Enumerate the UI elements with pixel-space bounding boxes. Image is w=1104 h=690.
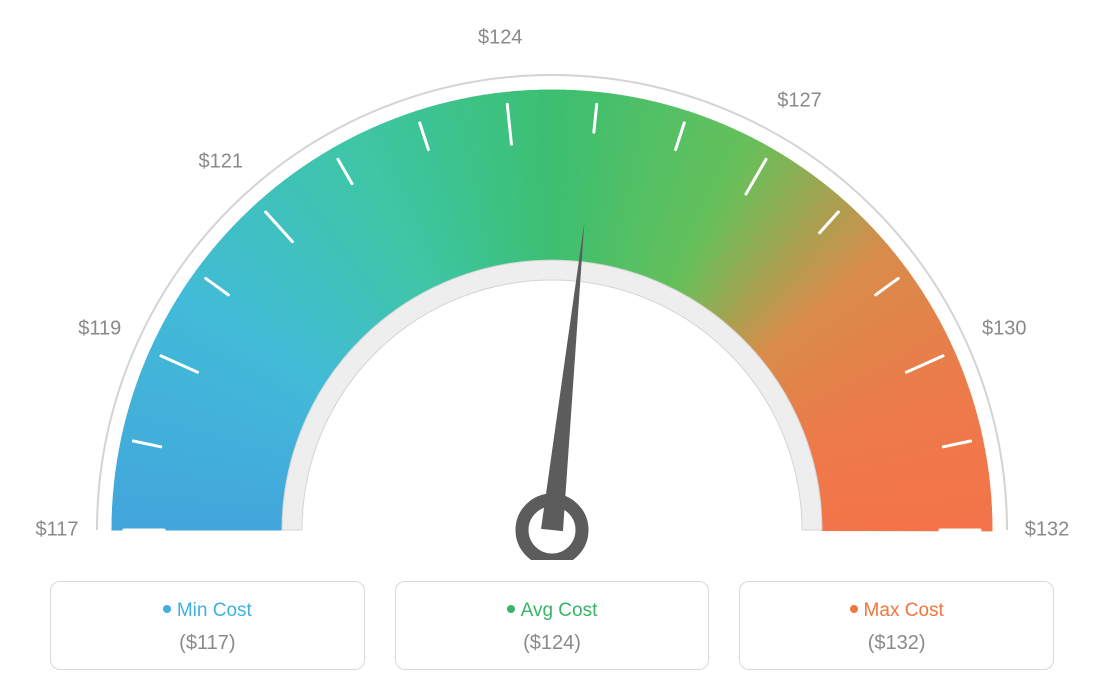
min-cost-card: Min Cost ($117) (50, 581, 365, 670)
avg-cost-card: Avg Cost ($124) (395, 581, 710, 670)
max-cost-card: Max Cost ($132) (739, 581, 1054, 670)
gauge-tick-label: $124 (478, 26, 523, 49)
gauge-svg (0, 0, 1104, 560)
min-cost-title: Min Cost (61, 600, 354, 622)
gauge-tick-label: $121 (199, 151, 244, 174)
gauge-tick-label: $130 (982, 317, 1027, 340)
avg-dot-icon (507, 605, 515, 613)
min-dot-icon (163, 605, 171, 613)
min-cost-label: Min Cost (177, 600, 252, 621)
avg-cost-label: Avg Cost (521, 600, 598, 621)
gauge-tick-label: $117 (35, 519, 78, 542)
gauge-tick-label: $132 (1025, 519, 1070, 542)
gauge-tick-label: $127 (777, 90, 822, 113)
max-dot-icon (850, 605, 858, 613)
gauge-chart: $117 $119 $121 $124 $127 $130 $132 (0, 0, 1104, 560)
max-cost-title: Max Cost (750, 600, 1043, 622)
max-cost-value: ($132) (750, 632, 1043, 655)
avg-cost-value: ($124) (406, 632, 699, 655)
gauge-tick-label: $119 (78, 317, 121, 340)
min-cost-value: ($117) (61, 632, 354, 655)
avg-cost-title: Avg Cost (406, 600, 699, 622)
max-cost-label: Max Cost (864, 600, 944, 621)
summary-cards: Min Cost ($117) Avg Cost ($124) Max Cost… (50, 581, 1054, 670)
